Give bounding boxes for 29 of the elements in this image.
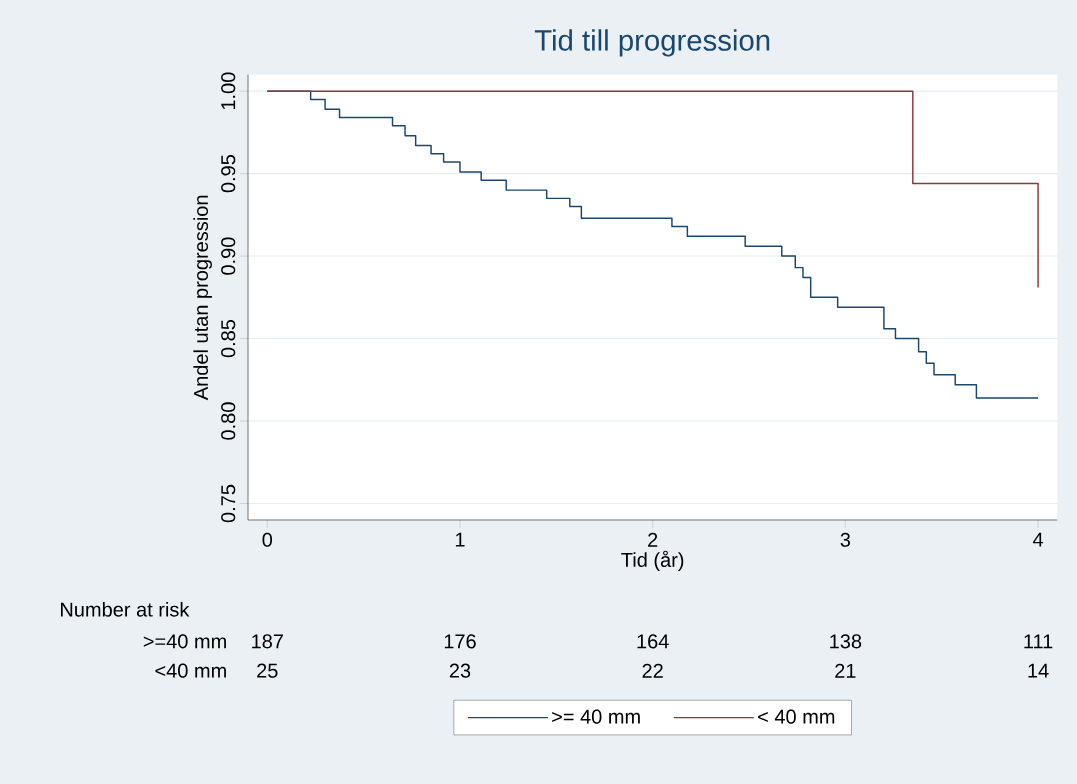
chart-title: Tid till progression [534, 29, 770, 57]
text: 21 [835, 663, 856, 678]
text: 25 [257, 663, 278, 678]
y-tick-label: 0.85 [221, 319, 236, 358]
legend-label: >= 40 mm [552, 709, 640, 724]
x-tick-label: 3 [840, 532, 851, 547]
text: >=40 mm [143, 634, 226, 649]
text: 22 [642, 663, 663, 678]
x-tick-label: 2 [648, 532, 658, 547]
x-tick-label: 1 [455, 532, 465, 547]
legend-label: < 40 mm [758, 709, 835, 724]
y-axis-title: Andel utan progression [193, 195, 212, 401]
y-tick-label: 0.75 [221, 484, 236, 523]
text: 138 [830, 634, 862, 649]
text: 23 [449, 663, 471, 678]
y-tick-label: 0.90 [221, 237, 236, 275]
text: 14 [1028, 663, 1049, 678]
y-tick-label: 0.80 [221, 402, 236, 440]
text: <40 mm [155, 663, 226, 678]
y-tick-label: 0.95 [221, 154, 236, 193]
text: 164 [637, 634, 669, 649]
text: 111 [1024, 634, 1053, 649]
x-axis-title: Tid (år) [621, 550, 684, 571]
text: 176 [444, 634, 476, 649]
y-tick-label: 1.00 [221, 72, 236, 110]
text: 187 [252, 634, 283, 649]
x-tick-label: 0 [262, 532, 273, 547]
text: Number at risk [61, 601, 190, 617]
x-tick-label: 4 [1032, 532, 1044, 547]
